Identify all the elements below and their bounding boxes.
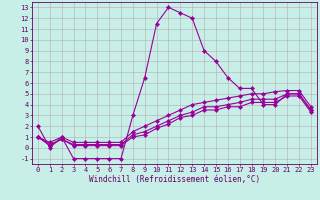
- X-axis label: Windchill (Refroidissement éolien,°C): Windchill (Refroidissement éolien,°C): [89, 175, 260, 184]
